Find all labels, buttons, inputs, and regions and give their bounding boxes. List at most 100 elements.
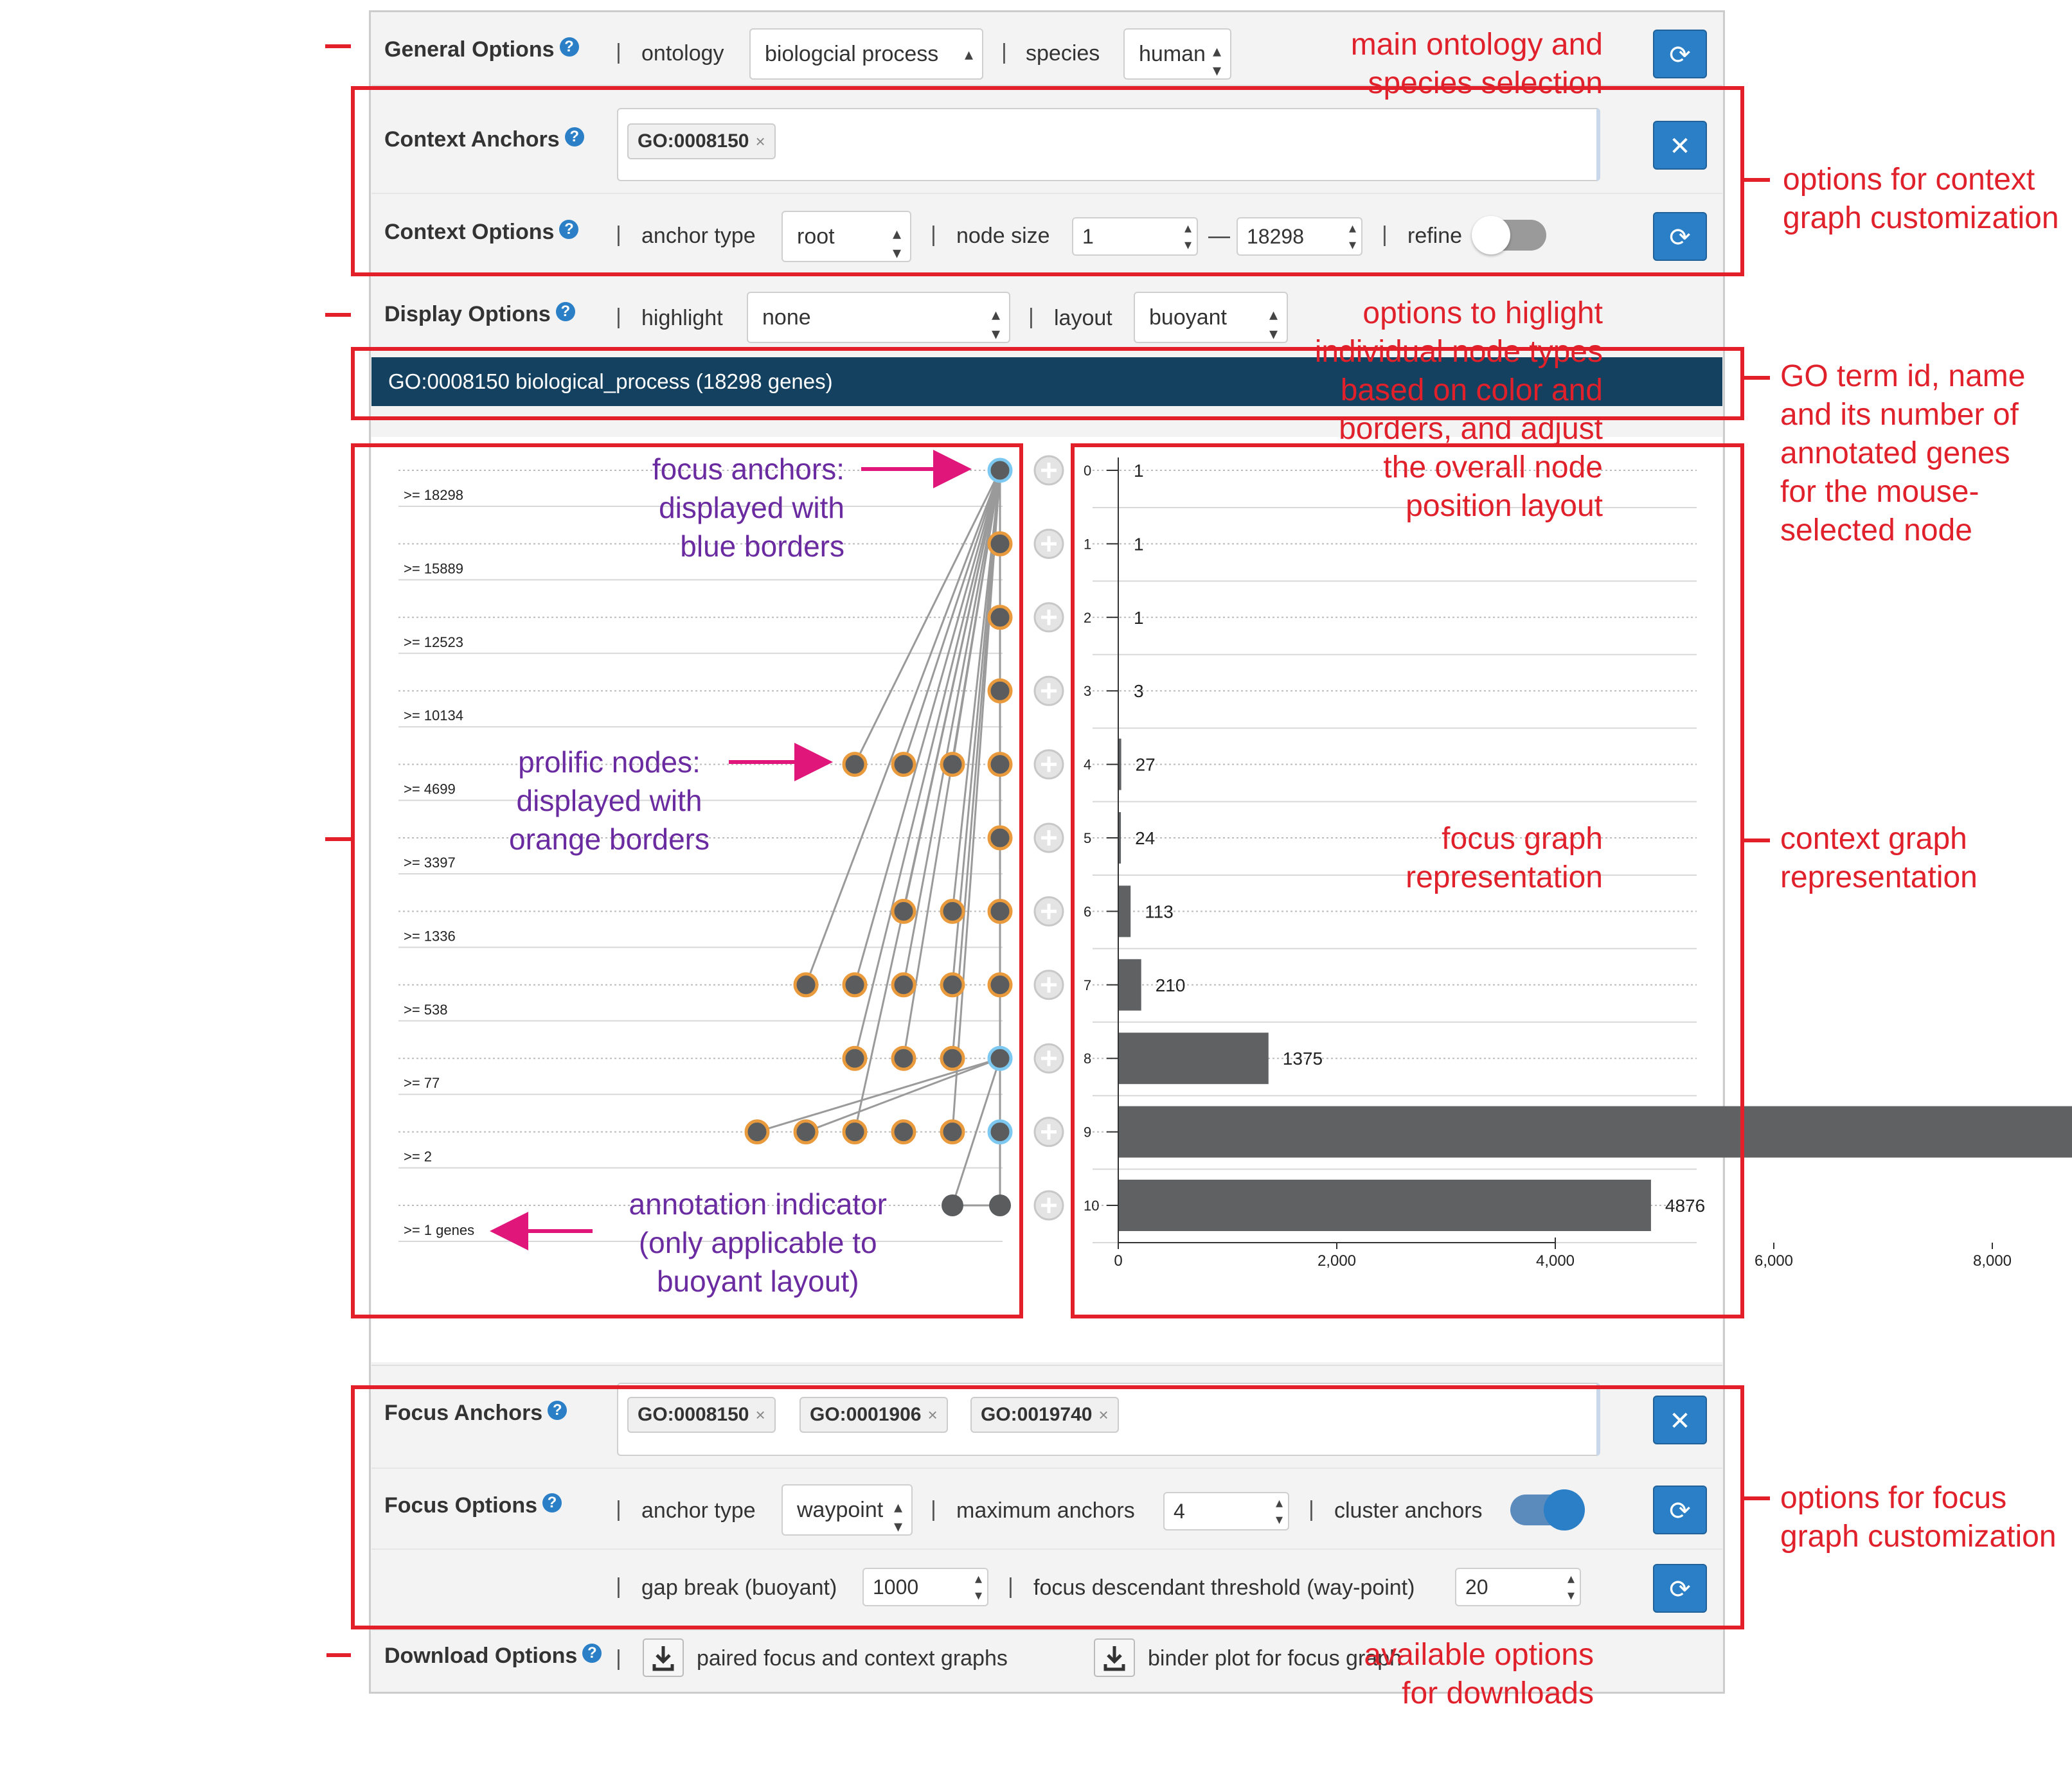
prolific-node xyxy=(987,605,1013,630)
bar-value-label: 1 xyxy=(1134,461,1144,481)
spinner-arrows-icon[interactable]: ▴ ▾ xyxy=(974,1570,982,1603)
annotation-context: options for context graph customization xyxy=(1783,163,2059,235)
level-label: >= 2 xyxy=(404,1149,432,1165)
help-icon[interactable]: ? xyxy=(559,37,579,57)
edge-line xyxy=(902,470,1001,986)
edge-line xyxy=(951,470,1001,765)
focus-threshold-refresh-button[interactable]: ⟳ xyxy=(1653,1564,1707,1613)
ontology-select[interactable]: biologcial process ▴ xyxy=(749,28,983,80)
category-label: 3 xyxy=(1084,683,1091,699)
layout-select[interactable]: buoyant ▴ ▾ xyxy=(1134,292,1288,343)
remove-icon[interactable]: × xyxy=(927,1405,938,1424)
context-graph-chart: 0111213342752461137210813759876010487602… xyxy=(1084,457,2072,1270)
max-anchors-input[interactable]: 4 ▴ ▾ xyxy=(1163,1492,1289,1530)
anchor-node xyxy=(987,457,1013,483)
x-tick-label: 6,000 xyxy=(1755,1252,1793,1270)
context-refresh-button[interactable]: ⟳ xyxy=(1653,212,1707,261)
highlight-select[interactable]: none ▴ ▾ xyxy=(747,292,1010,343)
help-icon[interactable]: ? xyxy=(582,1644,602,1663)
separator: | xyxy=(1382,222,1388,247)
prolific-node xyxy=(987,972,1013,998)
general-refresh-button[interactable]: ⟳ xyxy=(1653,30,1707,78)
anchor-type-label: anchor type xyxy=(641,1498,756,1523)
level-label: >= 3397 xyxy=(404,855,456,871)
spinner-arrows-icon[interactable]: ▴ ▾ xyxy=(1567,1570,1575,1603)
context-clear-button[interactable]: ✕ xyxy=(1653,121,1707,170)
download-paired-link[interactable]: paired focus and context graphs xyxy=(697,1646,1008,1671)
focus-graph-nodes xyxy=(744,457,1013,1216)
context-anchors-label: Context Anchors? xyxy=(384,127,584,152)
focus-graph-grid xyxy=(398,470,1003,1242)
focus-clear-button[interactable]: ✕ xyxy=(1653,1396,1707,1444)
focus-refresh-button[interactable]: ⟳ xyxy=(1653,1486,1707,1534)
remove-icon[interactable]: × xyxy=(1098,1405,1109,1424)
prolific-node xyxy=(940,752,965,777)
close-icon: ✕ xyxy=(1669,132,1691,161)
remove-icon[interactable]: × xyxy=(755,1405,765,1424)
focus-anchor-type-select[interactable]: waypoint ▴ ▾ xyxy=(781,1484,913,1536)
context-anchor-type-select[interactable]: root ▴ ▾ xyxy=(781,211,911,262)
highlight-label: highlight xyxy=(641,306,723,330)
focus-anchor-tag[interactable]: GO:0008150 × xyxy=(627,1397,776,1433)
download-binder-link[interactable]: binder plot for focus graph xyxy=(1148,1646,1402,1671)
range-dash: — xyxy=(1208,224,1230,248)
level-label: >= 538 xyxy=(404,1002,448,1018)
help-icon[interactable]: ? xyxy=(559,220,579,239)
node-size-max-input[interactable]: 18298 ▴ ▾ xyxy=(1237,217,1362,256)
bar xyxy=(1118,959,1141,1011)
context-anchor-tag[interactable]: GO:0008150 × xyxy=(627,123,776,159)
separator: | xyxy=(931,222,936,247)
annotation-context-graph: context graph representation xyxy=(1780,822,1978,894)
focus-options-label: Focus Options? xyxy=(384,1493,562,1518)
cluster-anchors-toggle[interactable] xyxy=(1510,1489,1585,1530)
species-select[interactable]: human ▴ ▾ xyxy=(1123,28,1231,80)
category-label: 4 xyxy=(1084,757,1091,773)
general-options-label: General Options? xyxy=(384,37,579,62)
category-label: 2 xyxy=(1084,610,1091,626)
refresh-icon: ⟳ xyxy=(1669,41,1691,69)
updown-arrow-icon: ▴ ▾ xyxy=(991,305,1000,343)
prolific-node xyxy=(987,678,1013,704)
focus-anchor-tag[interactable]: GO:0019740 × xyxy=(970,1397,1119,1433)
download-icon[interactable] xyxy=(1094,1638,1135,1677)
refine-toggle[interactable] xyxy=(1472,216,1546,254)
term-bar-highlight xyxy=(351,347,1744,420)
node-size-min-input[interactable]: 1 ▴ ▾ xyxy=(1072,217,1198,256)
annotation-focus-opts: options for focus graph customization xyxy=(1780,1481,2057,1554)
close-icon: ✕ xyxy=(1669,1407,1691,1435)
divider xyxy=(371,193,1722,194)
help-icon[interactable]: ? xyxy=(555,302,575,321)
context-graph-highlight xyxy=(1071,443,1744,1318)
focus-anchor-tag[interactable]: GO:0001906 × xyxy=(799,1397,948,1433)
threshold-input[interactable]: 20 ▴ ▾ xyxy=(1455,1568,1581,1606)
separator: | xyxy=(1028,305,1034,329)
help-icon[interactable]: ? xyxy=(542,1493,562,1513)
annotation-focus-graph: focus graph representation xyxy=(1406,822,1603,894)
separator: | xyxy=(1001,40,1007,64)
help-icon[interactable]: ? xyxy=(548,1401,567,1420)
gap-break-input[interactable]: 1000 ▴ ▾ xyxy=(862,1568,988,1606)
spinner-arrows-icon[interactable]: ▴ ▾ xyxy=(1184,220,1192,253)
edge-line xyxy=(902,470,1001,765)
context-anchors-input[interactable] xyxy=(617,108,1600,181)
expand-icons xyxy=(1033,455,1064,1221)
category-label: 7 xyxy=(1084,977,1091,993)
anchor-type-label: anchor type xyxy=(641,224,756,248)
bar-value-label: 1 xyxy=(1134,608,1144,628)
category-label: 0 xyxy=(1084,463,1091,479)
edge-line xyxy=(853,470,1001,1059)
prolific-node xyxy=(891,898,916,924)
context-options-highlight xyxy=(351,86,1744,276)
separator: | xyxy=(616,40,621,64)
plain-node xyxy=(942,1194,963,1216)
download-icon[interactable] xyxy=(643,1638,684,1677)
spinner-arrows-icon[interactable]: ▴ ▾ xyxy=(1348,220,1356,253)
separator: | xyxy=(616,1497,621,1521)
prolific-node xyxy=(891,752,916,777)
spinner-arrows-icon[interactable]: ▴ ▾ xyxy=(1275,1495,1283,1527)
help-icon[interactable]: ? xyxy=(564,127,584,146)
remove-icon[interactable]: × xyxy=(755,132,765,151)
context-options-label: Context Options? xyxy=(384,220,579,245)
divider xyxy=(371,1365,1722,1366)
bar-value-label: 1375 xyxy=(1283,1049,1323,1069)
